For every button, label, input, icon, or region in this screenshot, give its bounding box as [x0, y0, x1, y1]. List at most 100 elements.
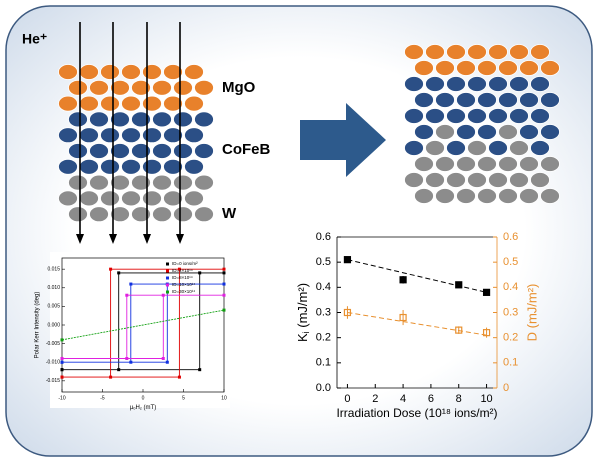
layer-label: MgO — [222, 79, 256, 96]
point — [129, 360, 133, 364]
atom — [173, 79, 193, 96]
legend-marker — [166, 269, 169, 273]
atom — [173, 174, 193, 191]
atom — [435, 124, 455, 140]
atom — [194, 143, 214, 159]
x-axis-label-part: z — [140, 406, 142, 411]
atom — [184, 127, 204, 144]
ion-arrow-head — [143, 234, 151, 244]
y-tick-label: -0.005 — [46, 341, 60, 347]
atom — [142, 158, 162, 175]
atom — [425, 44, 445, 60]
y2-tick-label: 0.1 — [503, 357, 518, 369]
atom — [79, 95, 99, 112]
x-axis-label-part: μ — [130, 405, 134, 411]
atom — [540, 188, 560, 204]
y2-tick-label: 0.4 — [503, 281, 518, 293]
point — [129, 282, 133, 286]
point — [165, 360, 169, 364]
atom — [173, 143, 193, 159]
atom — [194, 111, 214, 128]
x-tick-label: 4 — [400, 393, 406, 405]
atom — [425, 76, 445, 92]
x-tick-label: 5 — [182, 395, 185, 401]
point — [60, 357, 64, 360]
point — [177, 267, 181, 271]
legend-marker — [166, 283, 169, 287]
atom — [152, 111, 172, 128]
y2-tick-label: 0.5 — [503, 256, 518, 268]
atom — [530, 172, 550, 188]
atom — [163, 95, 183, 112]
y2-tick-label: 0.3 — [503, 306, 518, 318]
atom — [498, 156, 518, 172]
y-tick-label: -0.010 — [46, 360, 60, 366]
atom — [404, 44, 424, 60]
atom — [58, 158, 78, 175]
atom — [173, 206, 193, 223]
atom — [446, 44, 466, 60]
atom — [477, 60, 497, 76]
point — [117, 368, 121, 372]
point — [177, 375, 181, 379]
atom — [509, 44, 529, 60]
atom — [110, 206, 130, 223]
y-axis-label: Ki (mJ/m²) — [295, 283, 311, 342]
atom — [152, 143, 172, 159]
y-tick-label: 0.0 — [316, 382, 331, 394]
x-tick-label: 0 — [344, 393, 350, 405]
atom — [404, 76, 424, 92]
atom — [414, 92, 434, 108]
atom — [184, 158, 204, 175]
point — [455, 281, 463, 289]
atom — [540, 124, 560, 140]
atom — [131, 111, 151, 128]
point — [343, 256, 352, 264]
atom — [58, 127, 78, 144]
atom — [110, 143, 130, 159]
atom — [131, 206, 151, 223]
atom — [498, 188, 518, 204]
y-axis-label-part: (mJ/m²) — [295, 283, 310, 331]
atom — [100, 64, 120, 80]
y-tick-label: 0.6 — [316, 231, 331, 243]
atom — [142, 127, 162, 144]
atom — [446, 172, 466, 188]
atom — [435, 188, 455, 204]
point — [222, 267, 226, 271]
atom — [488, 44, 508, 60]
y2-tick-label: 0.2 — [503, 332, 518, 344]
atom — [131, 174, 151, 191]
atom — [540, 156, 560, 172]
atom — [100, 158, 120, 175]
point — [109, 267, 113, 271]
atom — [498, 60, 518, 76]
atom — [89, 206, 109, 223]
atom — [530, 44, 550, 60]
legend-label: ID=0 ions/m² — [172, 261, 198, 266]
atom — [68, 79, 88, 96]
ion-arrow-head — [109, 234, 117, 244]
point — [60, 368, 64, 372]
atom — [498, 92, 518, 108]
y2-tick-label: 0.6 — [503, 231, 518, 243]
point — [198, 368, 202, 372]
atom — [509, 108, 529, 124]
atom — [68, 111, 88, 128]
atom — [89, 174, 109, 191]
atom — [467, 172, 487, 188]
atom — [477, 188, 497, 204]
atom — [467, 108, 487, 124]
atom — [467, 44, 487, 60]
atom — [68, 143, 88, 159]
atom — [456, 156, 476, 172]
atom — [89, 79, 109, 96]
legend-marker — [166, 262, 169, 266]
y2-tick-label: 0 — [503, 382, 509, 394]
atom — [477, 124, 497, 140]
atom — [79, 158, 99, 175]
atom — [68, 206, 88, 223]
atom — [142, 64, 162, 80]
atom — [110, 79, 130, 96]
atom — [131, 143, 151, 159]
